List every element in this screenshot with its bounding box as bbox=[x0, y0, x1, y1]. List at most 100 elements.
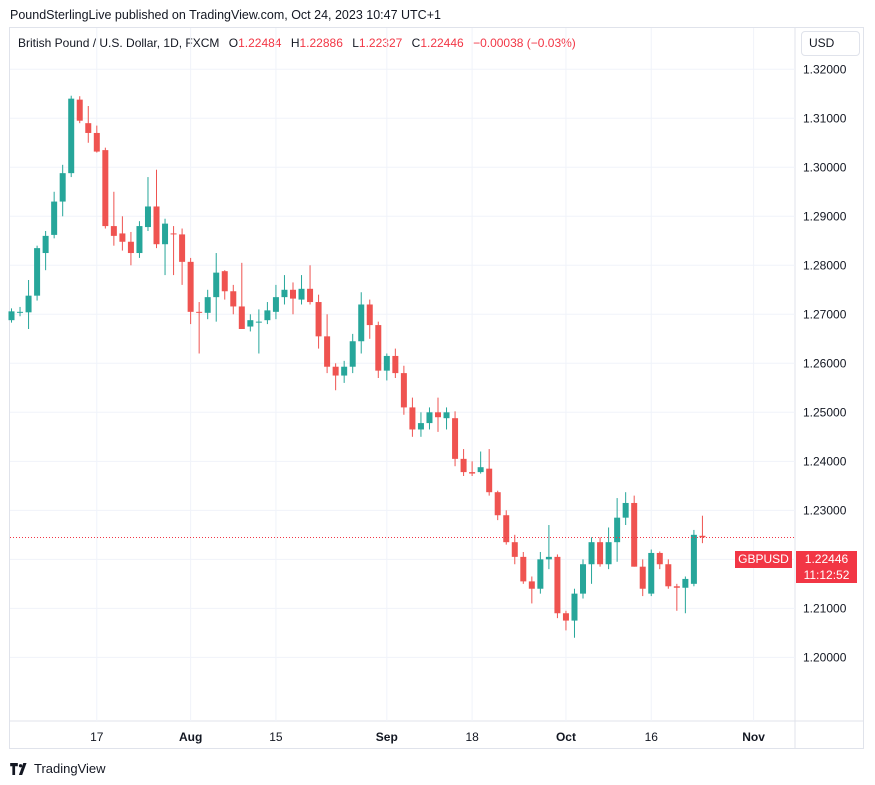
low-label: L bbox=[352, 36, 359, 50]
candle-body bbox=[648, 552, 655, 594]
candle-body bbox=[324, 336, 331, 367]
candle-body bbox=[435, 412, 441, 418]
candle bbox=[537, 551, 544, 594]
price-tick-label: 1.28000 bbox=[803, 258, 847, 272]
candle-body bbox=[153, 206, 160, 245]
close-value: 1.22446 bbox=[420, 36, 464, 50]
candle bbox=[597, 537, 604, 567]
candle-body bbox=[503, 515, 510, 543]
candle-body bbox=[614, 517, 621, 543]
candle-body bbox=[144, 206, 151, 228]
candle bbox=[460, 449, 467, 477]
high-value: 1.22886 bbox=[299, 36, 343, 50]
candle-body bbox=[307, 288, 314, 303]
last-price-label: 1.22446 11:12:52 bbox=[796, 551, 857, 583]
price-tick-label: 1.25000 bbox=[803, 405, 847, 419]
candle-body bbox=[366, 304, 373, 326]
candle bbox=[238, 262, 245, 329]
candle bbox=[580, 559, 587, 599]
candle-body bbox=[409, 407, 416, 430]
candle-body bbox=[597, 542, 604, 565]
candle bbox=[127, 231, 134, 266]
candle bbox=[17, 306, 24, 317]
candle bbox=[179, 228, 186, 285]
candle bbox=[375, 321, 382, 378]
candle-body bbox=[631, 502, 638, 567]
candle bbox=[622, 492, 629, 526]
candle bbox=[110, 191, 117, 246]
candle bbox=[153, 169, 160, 249]
candle bbox=[170, 226, 177, 276]
candle-body bbox=[213, 272, 220, 298]
candle bbox=[443, 407, 450, 430]
low-value: 1.22327 bbox=[358, 36, 403, 50]
candle-body bbox=[375, 325, 382, 371]
open-label: O bbox=[228, 36, 239, 50]
candle-body bbox=[452, 418, 459, 459]
candle bbox=[196, 302, 203, 354]
candle-body bbox=[315, 302, 322, 337]
candle-body bbox=[298, 288, 305, 300]
candle-body bbox=[520, 556, 527, 582]
candle-body bbox=[477, 467, 484, 473]
candle bbox=[213, 253, 220, 322]
candle-body bbox=[238, 306, 245, 329]
candle-body bbox=[392, 355, 399, 374]
candle-body bbox=[230, 291, 237, 307]
candle bbox=[230, 284, 237, 315]
close-label: C bbox=[411, 36, 421, 50]
candle bbox=[281, 275, 288, 305]
candle bbox=[8, 308, 15, 323]
candle bbox=[76, 96, 83, 124]
candle-body bbox=[68, 98, 75, 174]
currency-button[interactable]: USD bbox=[801, 31, 860, 56]
price-tick-label: 1.31000 bbox=[803, 111, 847, 125]
candle-body bbox=[605, 542, 612, 565]
price-tick-label: 1.30000 bbox=[803, 160, 847, 174]
candle-body bbox=[264, 310, 271, 321]
candle-body bbox=[102, 150, 109, 227]
candle bbox=[639, 559, 646, 597]
price-tick-label: 1.26000 bbox=[803, 356, 847, 370]
candle bbox=[528, 576, 535, 604]
candle-body bbox=[682, 578, 689, 588]
candle-body bbox=[34, 248, 41, 296]
candles-layer bbox=[8, 95, 706, 638]
candle-body bbox=[545, 556, 552, 560]
candle bbox=[631, 495, 638, 567]
candle bbox=[144, 177, 151, 231]
time-tick-label: 17 bbox=[90, 730, 104, 744]
tradingview-brand[interactable]: TradingView bbox=[10, 761, 106, 776]
candle bbox=[324, 314, 331, 374]
candle-body bbox=[699, 535, 706, 538]
candle bbox=[34, 245, 41, 301]
symbol-description[interactable]: British Pound / U.S. Dollar, 1D, FXCM bbox=[18, 36, 220, 50]
candle-body bbox=[51, 201, 58, 235]
time-tick-label: Nov bbox=[742, 730, 765, 744]
candle bbox=[68, 95, 75, 178]
candle bbox=[341, 360, 348, 383]
candle bbox=[699, 515, 706, 544]
candle bbox=[349, 333, 356, 374]
candle bbox=[332, 363, 339, 391]
candle-body bbox=[289, 289, 296, 299]
candle-body bbox=[588, 542, 595, 565]
candle-body bbox=[85, 123, 92, 133]
price-tick-label: 1.32000 bbox=[803, 62, 847, 76]
candle bbox=[264, 302, 271, 325]
candle bbox=[298, 275, 305, 305]
candle bbox=[59, 164, 66, 217]
candle bbox=[358, 292, 365, 354]
candle-body bbox=[204, 297, 211, 313]
candle bbox=[554, 554, 561, 619]
candle bbox=[426, 407, 433, 430]
candle-body bbox=[187, 261, 194, 312]
candle-body bbox=[690, 534, 697, 584]
candle-body bbox=[528, 581, 535, 589]
candle-body bbox=[17, 311, 24, 313]
candle-body bbox=[358, 304, 365, 342]
time-tick-label: 16 bbox=[645, 730, 659, 744]
time-axis[interactable]: 17 Aug 15 Sep 18 Oct 16 Nov bbox=[90, 730, 765, 744]
candle-body bbox=[255, 321, 262, 323]
